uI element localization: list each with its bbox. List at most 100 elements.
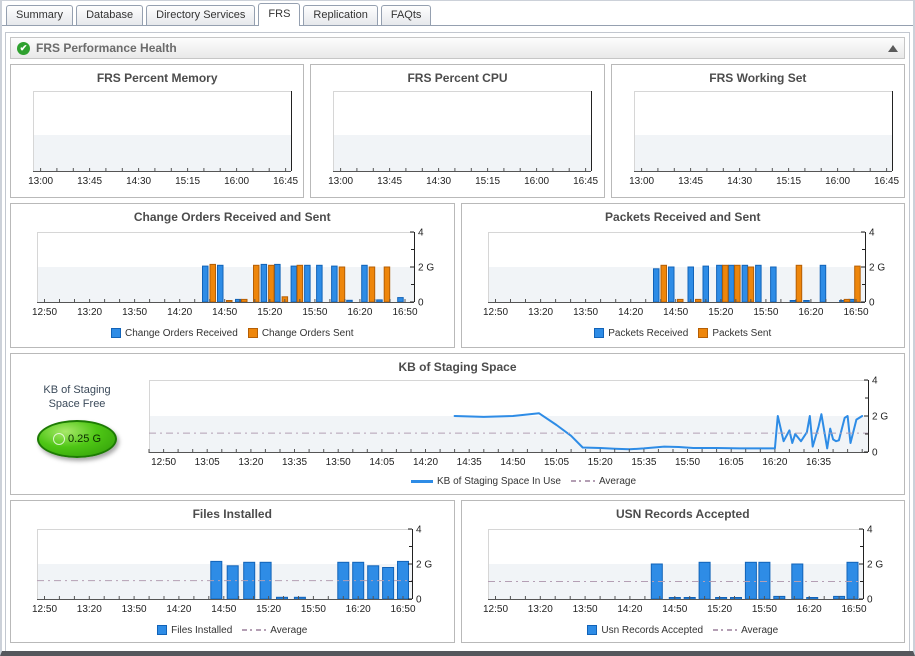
legend-swatch-dash — [713, 629, 738, 631]
tab-summary[interactable]: Summary — [6, 5, 74, 25]
svg-text:16:45: 16:45 — [573, 176, 598, 187]
chart-title: FRS Working Set — [709, 71, 807, 85]
tab-replication[interactable]: Replication — [303, 5, 378, 25]
health-status-check-icon: ✔ — [17, 41, 30, 55]
legend-label: Average — [598, 475, 637, 487]
svg-text:12:50: 12:50 — [151, 457, 176, 468]
svg-text:0: 0 — [867, 595, 873, 606]
svg-text:16:00: 16:00 — [524, 176, 549, 187]
svg-text:15:15: 15:15 — [475, 176, 500, 187]
legend-item: Packets Received — [594, 328, 688, 339]
legend-swatch-dash — [570, 480, 595, 482]
svg-text:16:45: 16:45 — [874, 176, 899, 187]
svg-text:14:50: 14:50 — [500, 457, 525, 468]
panel-files-installed: Files Installed 12:50 13:20 13:50 14:20 14:5… — [10, 500, 455, 643]
legend-item: Packets Sent — [698, 328, 771, 339]
gauge-label-line2: Space Free — [48, 397, 106, 410]
usn-records-chart: 12:50 13:20 13:50 14:20 14:50 15:20 15:50 16:20… — [482, 525, 883, 616]
packets-legend: Packets Received Packets Sent — [462, 325, 905, 341]
frs-working-set-chart: 13:00 13:45 14:30 15:15 16:00 16:45 — [629, 91, 899, 187]
staging-chart-area: 12:50 13:05 13:20 13:35 13:50 14:05 14:20 14:35… — [143, 376, 904, 489]
staging-body: KB of Staging Space Free 0.25 G 12:50 13:… — [11, 376, 904, 489]
svg-text:14:50: 14:50 — [212, 307, 237, 318]
svg-text:15:20: 15:20 — [256, 604, 281, 615]
svg-text:13:00: 13:00 — [28, 176, 53, 187]
gauge-label-line1: KB of Staging — [43, 384, 111, 396]
svg-text:14:20: 14:20 — [618, 307, 643, 318]
gauge-label: KB of Staging Space Free — [28, 384, 126, 412]
tab-bar: Summary Database Directory Services FRS … — [2, 1, 913, 26]
chart-title: FRS Percent Memory — [96, 71, 218, 85]
svg-text:16:50: 16:50 — [392, 307, 417, 318]
row-staging-space: KB of Staging Space KB of Staging Space … — [10, 353, 905, 495]
gauge-indicator-icon — [52, 432, 65, 445]
tab-frs[interactable]: FRS — [258, 3, 301, 26]
tab-database[interactable]: Database — [76, 5, 144, 25]
files-installed-legend: Files Installed Average — [11, 622, 454, 638]
svg-text:14:30: 14:30 — [126, 176, 151, 187]
svg-text:13:50: 13:50 — [572, 604, 597, 615]
panel-packets: Packets Received and Sent 12:50 13:20 13:5… — [460, 203, 905, 348]
legend-item: Change Orders Sent — [247, 328, 354, 339]
panel-frs-working-set: FRS Working Set 13:00 13:45 14:30 15:15 16:0… — [610, 64, 905, 198]
legend-swatch-bar — [594, 328, 605, 338]
panel-staging-space: KB of Staging Space KB of Staging Space … — [10, 353, 905, 495]
svg-text:14:50: 14:50 — [662, 604, 687, 615]
staging-gauge-area: KB of Staging Space Free 0.25 G — [11, 376, 143, 489]
svg-text:13:45: 13:45 — [678, 176, 703, 187]
svg-text:4: 4 — [418, 228, 424, 239]
content-frame: ✔ FRS Performance Health FRS Percent Mem… — [5, 32, 910, 651]
svg-text:2 G: 2 G — [867, 560, 883, 571]
svg-text:15:50: 15:50 — [753, 307, 778, 318]
legend-swatch-bar — [110, 328, 121, 338]
svg-text:15:35: 15:35 — [631, 457, 656, 468]
svg-text:15:15: 15:15 — [175, 176, 200, 187]
svg-text:15:50: 15:50 — [675, 457, 700, 468]
legend-label: Change Orders Received — [124, 327, 238, 339]
tab-directory-services[interactable]: Directory Services — [146, 5, 256, 25]
change-orders-chart: 12:50 13:20 13:50 14:20 14:50 15:20 15:50 16:20… — [32, 228, 434, 319]
svg-text:13:45: 13:45 — [77, 176, 102, 187]
legend-label: Average — [270, 624, 308, 636]
staging-space-chart: 12:50 13:05 13:20 13:35 13:50 14:05 14:20 14:35… — [148, 376, 888, 468]
svg-text:16:35: 16:35 — [806, 457, 831, 468]
svg-text:16:50: 16:50 — [390, 604, 415, 615]
svg-text:13:50: 13:50 — [122, 307, 147, 318]
svg-text:13:50: 13:50 — [573, 307, 598, 318]
svg-text:15:50: 15:50 — [302, 307, 327, 318]
svg-text:15:50: 15:50 — [751, 604, 776, 615]
gauge-value: 0.25 G — [67, 432, 102, 445]
frs-percent-memory-chart: 13:00 13:45 14:30 15:15 16:00 16:45 — [28, 91, 299, 187]
row-frs-resources: FRS Percent Memory 13:00 13:45 14:30 15:15 1… — [10, 64, 905, 198]
legend-swatch-bar — [157, 625, 168, 635]
svg-text:16:20: 16:20 — [762, 457, 787, 468]
section-header: ✔ FRS Performance Health — [10, 37, 905, 59]
svg-text:2 G: 2 G — [869, 263, 885, 274]
chart-title: Packets Received and Sent — [605, 210, 761, 224]
svg-text:14:35: 14:35 — [457, 457, 482, 468]
svg-text:13:35: 13:35 — [282, 457, 307, 468]
legend-item: KB of Staging Space In Use — [410, 476, 561, 487]
section-title: FRS Performance Health — [36, 41, 177, 55]
svg-text:16:20: 16:20 — [347, 307, 372, 318]
svg-text:15:20: 15:20 — [707, 604, 732, 615]
packets-chart: 12:50 13:20 13:50 14:20 14:50 15:20 15:50 16:20… — [482, 228, 885, 319]
svg-text:13:50: 13:50 — [326, 457, 351, 468]
svg-text:4: 4 — [869, 228, 875, 239]
legend-item: Files Installed — [157, 625, 232, 636]
svg-text:13:05: 13:05 — [195, 457, 220, 468]
panel-frs-percent-cpu: FRS Percent CPU 13:00 13:45 14:30 15:15 16:0… — [310, 64, 605, 198]
svg-text:14:20: 14:20 — [167, 307, 192, 318]
svg-text:14:50: 14:50 — [211, 604, 236, 615]
svg-text:14:30: 14:30 — [727, 176, 752, 187]
legend-swatch-bar — [698, 328, 709, 338]
svg-text:14:20: 14:20 — [166, 604, 191, 615]
svg-text:16:20: 16:20 — [798, 307, 823, 318]
svg-text:0: 0 — [418, 298, 424, 309]
usn-records-legend: Usn Records Accepted Average — [462, 622, 905, 638]
legend-swatch-dash — [242, 629, 267, 631]
staging-legend: KB of Staging Space In Use Average — [143, 473, 904, 489]
tab-faqts[interactable]: FAQts — [380, 5, 432, 25]
collapse-section-icon[interactable] — [888, 44, 898, 52]
